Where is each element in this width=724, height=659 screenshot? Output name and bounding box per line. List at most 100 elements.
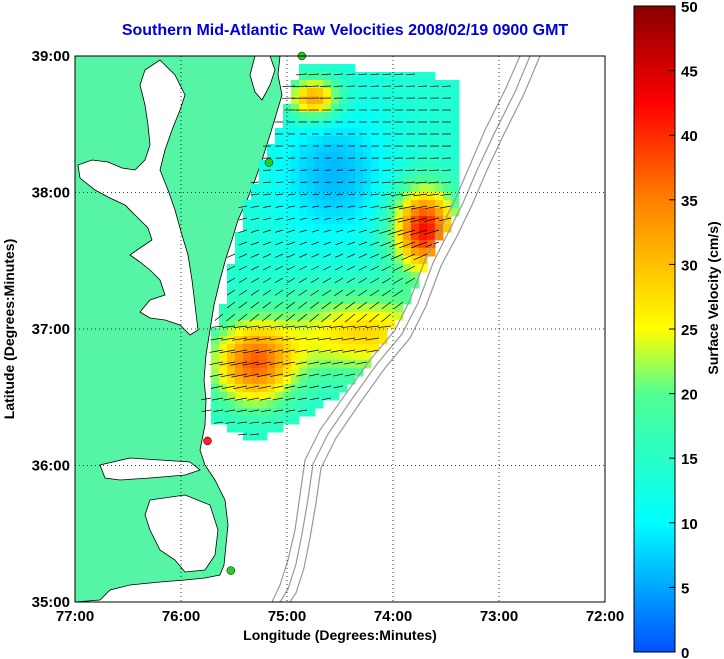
velocity-cell [267, 304, 276, 313]
velocity-cell [235, 304, 244, 313]
velocity-cell [347, 136, 356, 145]
velocity-arrow [238, 289, 248, 296]
velocity-cell [315, 72, 324, 81]
velocity-cell [371, 88, 380, 97]
velocity-cell [395, 152, 404, 161]
velocity-cell [251, 424, 260, 433]
velocity-cell [219, 408, 228, 417]
velocity-cell [371, 224, 380, 233]
velocity-arrow [322, 277, 332, 284]
velocity-arrow [324, 181, 332, 183]
velocity-arrow [225, 421, 236, 424]
velocity-cell [299, 184, 308, 193]
velocity-cell [355, 304, 364, 313]
colorbar-tick-label: 30 [681, 257, 698, 274]
delaware-bay [249, 56, 276, 101]
velocity-cell [371, 184, 380, 193]
velocity-arrow [346, 73, 356, 76]
velocity-cell [323, 328, 332, 337]
velocity-cell [371, 104, 380, 113]
velocity-cell [291, 384, 300, 393]
velocity-cell [387, 216, 396, 225]
velocity-cell [323, 152, 332, 161]
velocity-cell [371, 80, 380, 89]
velocity-cell [403, 144, 412, 153]
velocity-cell [307, 408, 316, 417]
velocity-cell [435, 112, 444, 121]
velocity-cell [315, 264, 324, 273]
velocity-cell [347, 112, 356, 121]
velocity-cell [443, 200, 452, 209]
velocity-cell [227, 424, 236, 433]
velocity-cell [339, 240, 348, 249]
velocity-cell [307, 384, 316, 393]
velocity-arrow [312, 181, 320, 183]
velocity-cell [403, 120, 412, 129]
velocity-cell [259, 240, 268, 249]
velocity-cell [427, 144, 436, 153]
velocity-arrow [296, 73, 308, 76]
velocity-arrow [390, 253, 404, 260]
velocity-cell [235, 368, 244, 377]
velocity-cell [395, 192, 404, 201]
velocity-cell [419, 128, 428, 137]
velocity-cell [339, 120, 348, 129]
velocity-cell [299, 160, 308, 169]
velocity-cell [331, 376, 340, 385]
velocity-arrow [212, 397, 224, 401]
velocity-cell [267, 392, 276, 401]
velocity-arrow [370, 73, 380, 76]
velocity-cell [435, 184, 444, 193]
velocity-arrow [238, 253, 248, 258]
velocity-arrow [226, 313, 236, 322]
velocity-cell [371, 120, 380, 129]
velocity-arrow [233, 325, 248, 328]
velocity-cell [275, 224, 284, 233]
velocity-cell [379, 96, 388, 105]
velocity-cell [219, 352, 228, 361]
velocity-cell [403, 184, 412, 193]
velocity-cell [315, 304, 324, 313]
velocity-arrow [342, 349, 356, 353]
velocity-arrow [286, 289, 296, 296]
velocity-cell [347, 248, 356, 257]
velocity-cell [363, 136, 372, 145]
velocity-cell [379, 104, 388, 113]
velocity-cell [291, 272, 300, 281]
velocity-cell [411, 152, 420, 161]
velocity-arrow [392, 265, 404, 272]
velocity-arrow [219, 361, 236, 366]
velocity-cell [443, 216, 452, 225]
velocity-cell [251, 184, 260, 193]
velocity-cell [363, 312, 372, 321]
velocity-cell [331, 64, 340, 73]
velocity-cell [299, 232, 308, 241]
velocity-cell [307, 312, 316, 321]
velocity-cell [395, 96, 404, 105]
station-marker [264, 158, 274, 167]
velocity-cell [443, 128, 452, 137]
velocity-cell [355, 136, 364, 145]
velocity-cell [315, 288, 324, 297]
velocity-cell [291, 232, 300, 241]
velocity-cell [411, 120, 420, 129]
velocity-arrow [318, 349, 332, 353]
velocity-arrow [306, 337, 320, 341]
velocity-cell [403, 200, 412, 209]
velocity-cell [267, 296, 276, 305]
velocity-cell [379, 264, 388, 273]
velocity-cell [379, 176, 388, 185]
velocity-cell [355, 152, 364, 161]
velocity-arrow [320, 373, 332, 377]
velocity-cell [323, 256, 332, 265]
velocity-cell [307, 280, 316, 289]
velocity-arrow [323, 229, 332, 233]
velocity-cell [331, 240, 340, 249]
velocity-cell [259, 216, 268, 225]
velocity-arrow [341, 337, 356, 341]
velocity-cell [371, 336, 380, 345]
velocity-arrow [274, 265, 284, 271]
velocity-cell [307, 112, 316, 121]
velocity-cell [291, 216, 300, 225]
velocity-arrow [370, 265, 380, 271]
